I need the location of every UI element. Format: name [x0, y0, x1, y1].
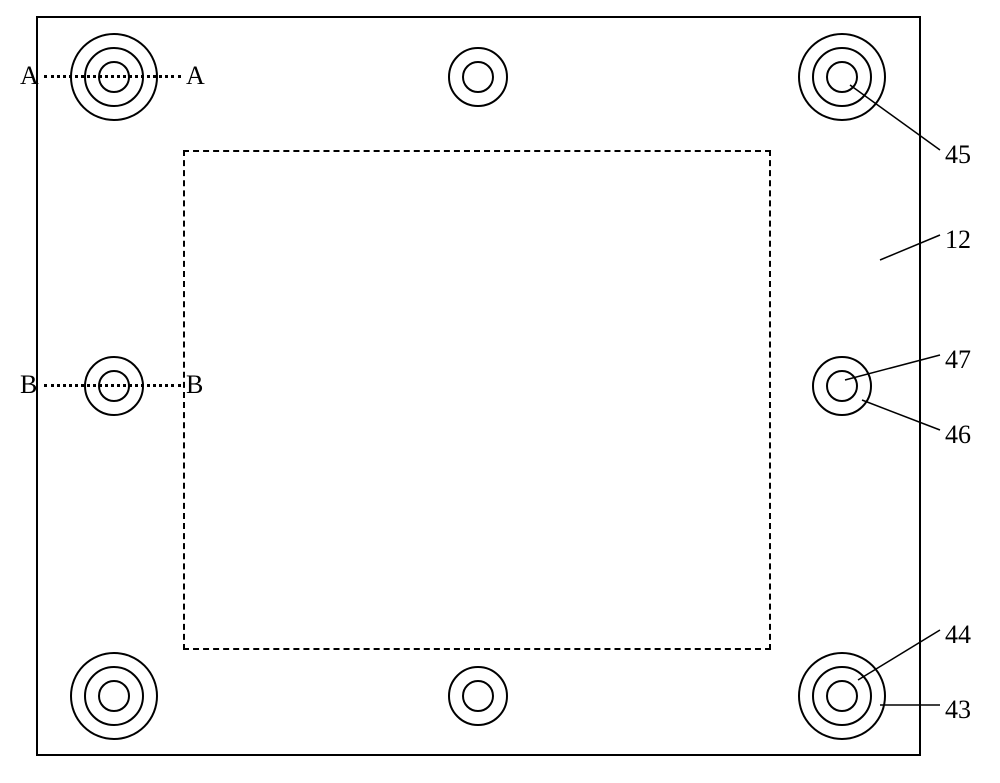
ref-label-45: 45	[945, 140, 971, 170]
ref-label-46: 46	[945, 420, 971, 450]
section-line-A	[44, 75, 181, 78]
section-line-B	[44, 384, 181, 387]
hole-mid_right-ring-1	[826, 370, 858, 402]
inner-dashed-rect	[183, 150, 771, 650]
hole-top_right-ring-2	[826, 61, 858, 93]
section-label-A-right: A	[186, 61, 205, 91]
ref-label-43: 43	[945, 695, 971, 725]
diagram-container: A A B B 12 43 44 45 46 47	[0, 0, 1000, 783]
ref-label-44: 44	[945, 620, 971, 650]
hole-top_center-ring-1	[462, 61, 494, 93]
section-label-A-left: A	[20, 61, 39, 91]
hole-bot_center-ring-1	[462, 680, 494, 712]
hole-bot_right-ring-2	[826, 680, 858, 712]
ref-label-12: 12	[945, 225, 971, 255]
ref-label-47: 47	[945, 345, 971, 375]
hole-bot_left-ring-2	[98, 680, 130, 712]
section-label-B-right: B	[186, 370, 203, 400]
section-label-B-left: B	[20, 370, 37, 400]
